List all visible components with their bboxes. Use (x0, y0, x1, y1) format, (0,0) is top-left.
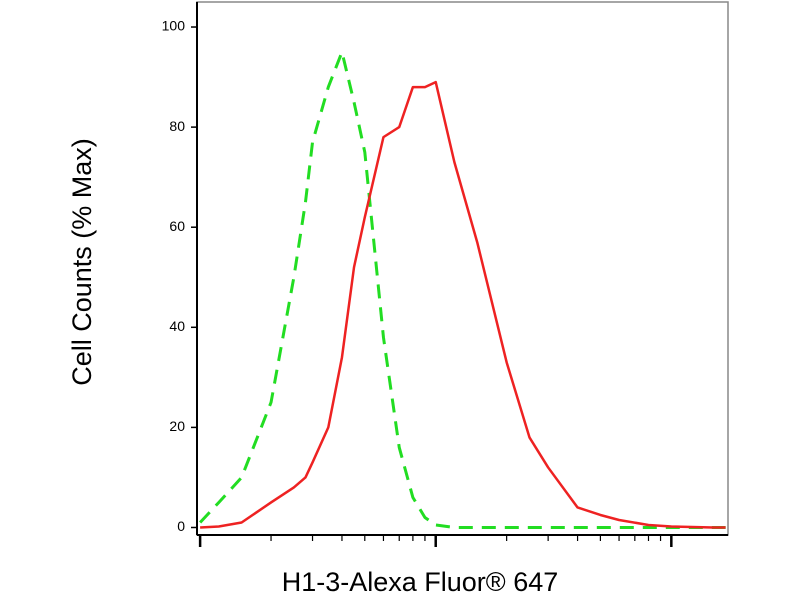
series-line (199, 50, 726, 529)
series-line (200, 80, 726, 529)
y-tick-label: 80 (169, 118, 185, 134)
plot-frame (196, 1, 729, 536)
y-tick-label: 60 (169, 218, 185, 234)
y-tick-label: 0 (177, 518, 185, 534)
y-tick-label: 100 (162, 18, 186, 34)
x-axis-label: H1-3-Alexa Fluor® 647 (282, 567, 559, 597)
y-tick-label: 40 (169, 318, 185, 334)
y-axis-label: Cell Counts (% Max) (67, 138, 97, 386)
y-tick-label: 20 (169, 418, 185, 434)
